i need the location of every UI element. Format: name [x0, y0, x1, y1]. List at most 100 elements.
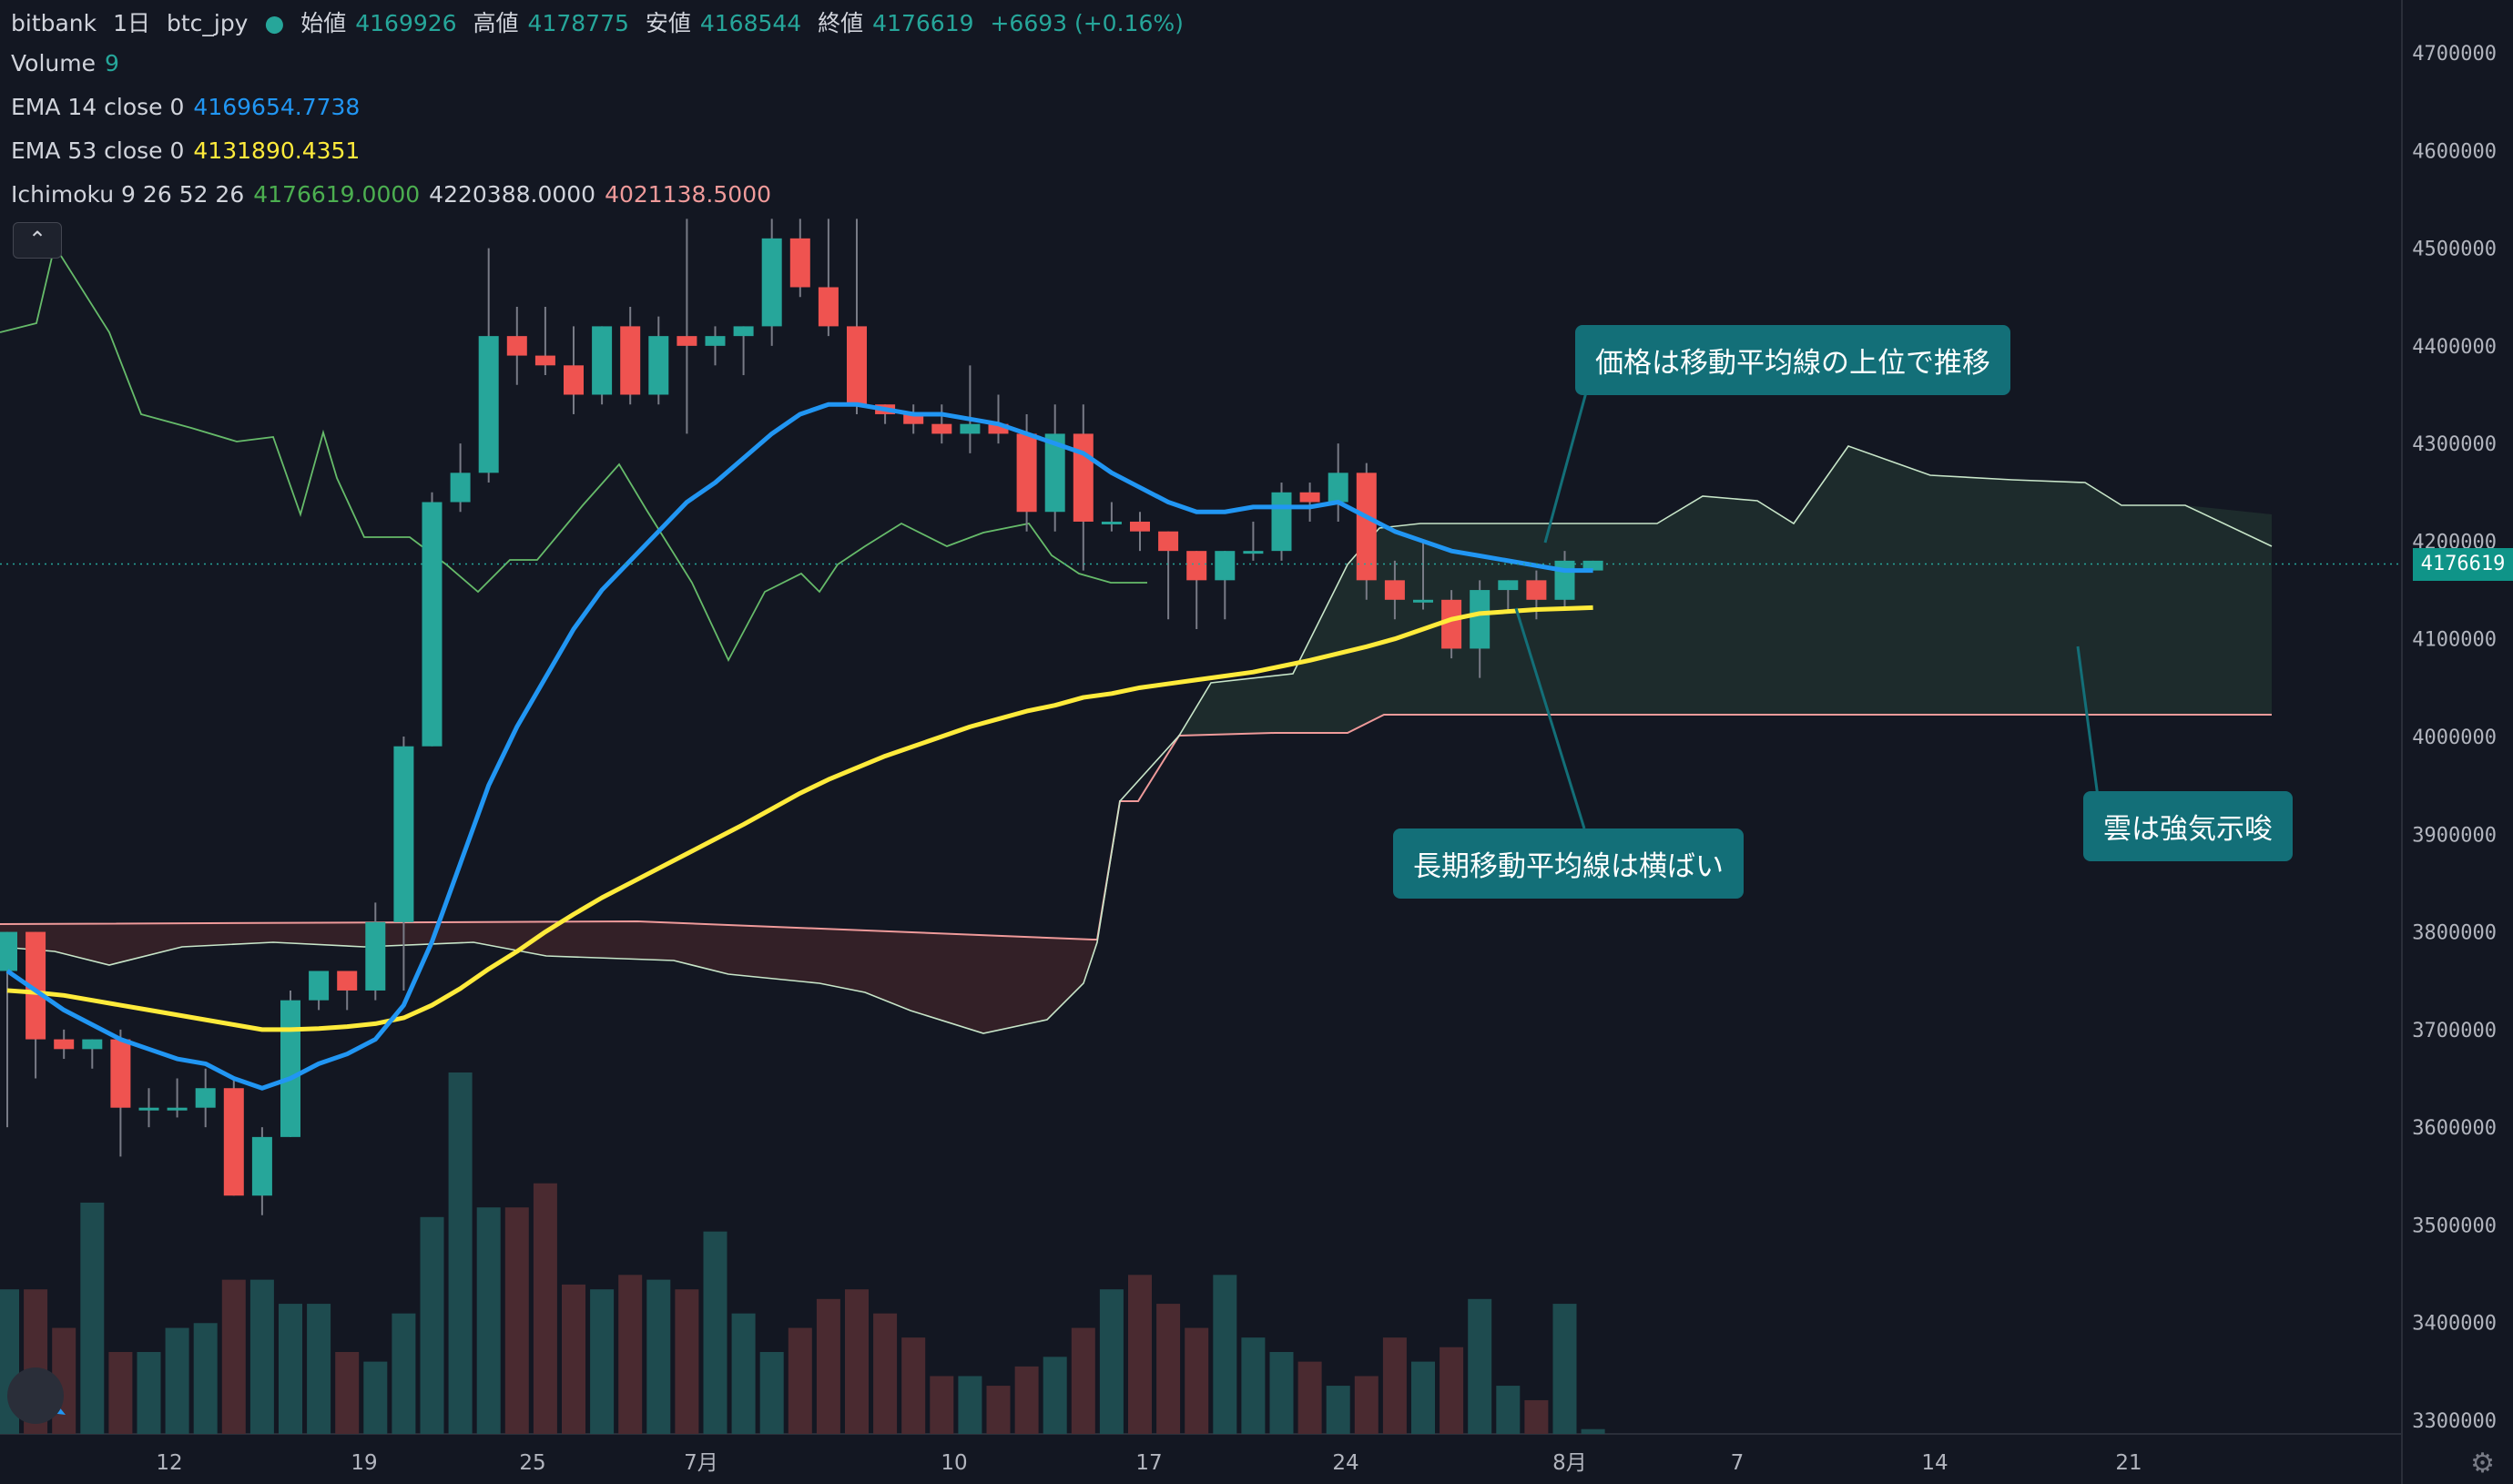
candle-body — [195, 1088, 216, 1108]
annotation-pointer — [2076, 645, 2100, 798]
volume-bar — [816, 1298, 840, 1434]
y-tick-label: 4300000 — [2412, 433, 2497, 456]
high-label: 高値 — [473, 10, 519, 36]
ichimoku-label: Ichimoku 9 26 52 26 — [11, 181, 245, 208]
y-tick-label: 3800000 — [2412, 922, 2497, 945]
x-tick-label: 12 — [156, 1451, 182, 1475]
tradingview-logo-icon[interactable] — [7, 1367, 64, 1424]
annotation-long-ma-flat: 長期移動平均線は横ばい — [1393, 828, 1744, 899]
volume-bar — [1354, 1376, 1379, 1434]
ichimoku-legend[interactable]: Ichimoku 9 26 52 26 4176619.0000 4220388.0… — [11, 181, 780, 208]
ema14-label: EMA 14 close 0 — [11, 94, 185, 120]
candle-body — [25, 931, 46, 1040]
symbol-legend: bitbank 1日 btc_jpy ● 始値 4169926 高値 4178775… — [11, 5, 1193, 38]
ema14-legend[interactable]: EMA 14 close 0 4169654.7738 — [11, 94, 369, 120]
volume-bar — [279, 1304, 302, 1434]
candle-body — [1158, 531, 1179, 552]
candle-body — [1186, 551, 1207, 581]
ema53-value: 4131890.4351 — [193, 137, 361, 164]
candle-body — [478, 336, 499, 473]
volume-bar — [307, 1304, 331, 1434]
collapse-legend-button[interactable]: ⌃ — [13, 222, 62, 259]
x-tick-label: 10 — [941, 1451, 967, 1475]
cloud-bullish — [1179, 446, 2272, 736]
volume-bar — [1524, 1399, 1549, 1434]
y-tick-label: 3700000 — [2412, 1020, 2497, 1042]
candle-body — [1441, 599, 1462, 649]
y-tick-label: 3500000 — [2412, 1215, 2497, 1237]
open-value: 4169926 — [355, 10, 457, 36]
open-label: 始値 — [300, 10, 347, 36]
volume-bar — [930, 1376, 954, 1434]
ichimoku-value-1: 4176619.0000 — [253, 181, 421, 208]
volume-bar — [562, 1284, 585, 1434]
volume-bar — [1071, 1327, 1095, 1434]
volume-bar — [420, 1216, 444, 1434]
y-tick-label: 3900000 — [2412, 824, 2497, 847]
volume-bar — [165, 1327, 189, 1434]
symbol-label: btc_jpy — [166, 10, 249, 36]
candle-body — [1130, 521, 1150, 532]
candle-body — [365, 921, 386, 991]
x-tick-label: 14 — [1921, 1451, 1948, 1475]
volume-bar — [1269, 1352, 1294, 1434]
senkou-span-a — [0, 445, 2273, 1034]
candle-body — [167, 1107, 188, 1111]
settings-gear-icon[interactable]: ⚙ — [2470, 1448, 2495, 1479]
volume-bar — [1043, 1357, 1067, 1434]
candle-body — [1384, 580, 1405, 600]
x-tick-label: 21 — [2115, 1451, 2142, 1475]
candle-body — [138, 1107, 159, 1111]
candle-body — [1215, 551, 1236, 581]
candle-body — [1243, 551, 1264, 554]
interval-label: 1日 — [113, 10, 150, 36]
volume-legend[interactable]: Volume 9 — [11, 50, 128, 76]
volume-bar — [873, 1313, 898, 1434]
ema14-line — [5, 401, 1593, 1091]
volume-bar — [618, 1275, 643, 1434]
volume-bar — [590, 1289, 615, 1434]
annotation-pointer — [1514, 607, 1586, 829]
candle-body — [733, 326, 754, 337]
volume-bar — [1382, 1337, 1407, 1434]
volume-bar — [335, 1352, 360, 1434]
volume-bar — [1213, 1275, 1237, 1434]
ema14-value: 4169654.7738 — [193, 94, 361, 120]
candle-body — [309, 971, 330, 1001]
market-status-icon: ● — [264, 10, 285, 36]
x-tick-label: 25 — [519, 1451, 545, 1475]
candle-body — [1498, 580, 1519, 591]
candle-body — [54, 1039, 75, 1050]
candle-body — [1271, 492, 1292, 552]
candle-body — [1073, 433, 1094, 522]
y-tick-label: 4500000 — [2412, 239, 2497, 261]
volume-bar — [137, 1352, 161, 1434]
ema53-legend[interactable]: EMA 53 close 0 4131890.4351 — [11, 137, 369, 164]
candle-body — [931, 423, 952, 434]
volume-bar — [1185, 1327, 1209, 1434]
senkou-span-b — [0, 714, 2272, 940]
volume-bar — [1468, 1298, 1492, 1434]
volume-bar — [1496, 1386, 1521, 1434]
y-tick-label: 3300000 — [2412, 1410, 2497, 1433]
x-tick-label: 17 — [1135, 1451, 1162, 1475]
volume-bar — [533, 1183, 557, 1434]
y-tick-label: 3600000 — [2412, 1117, 2497, 1140]
y-tick-label: 4600000 — [2412, 140, 2497, 163]
ema53-line — [6, 605, 1593, 1032]
candle-body — [422, 502, 443, 747]
y-tick-label: 4000000 — [2412, 727, 2497, 749]
current-price-badge: 4176619 — [2413, 547, 2513, 581]
chikou-span — [0, 243, 1147, 663]
candle-body — [1413, 599, 1433, 603]
candle-body — [960, 423, 981, 434]
high-value: 4178775 — [527, 10, 629, 36]
candle-body — [818, 287, 839, 327]
close-label: 終値 — [818, 10, 864, 36]
candle-body — [1526, 580, 1547, 600]
volume-bar — [392, 1313, 416, 1434]
candle-body — [82, 1039, 103, 1050]
volume-bar — [108, 1352, 133, 1434]
candle-body — [592, 326, 613, 395]
